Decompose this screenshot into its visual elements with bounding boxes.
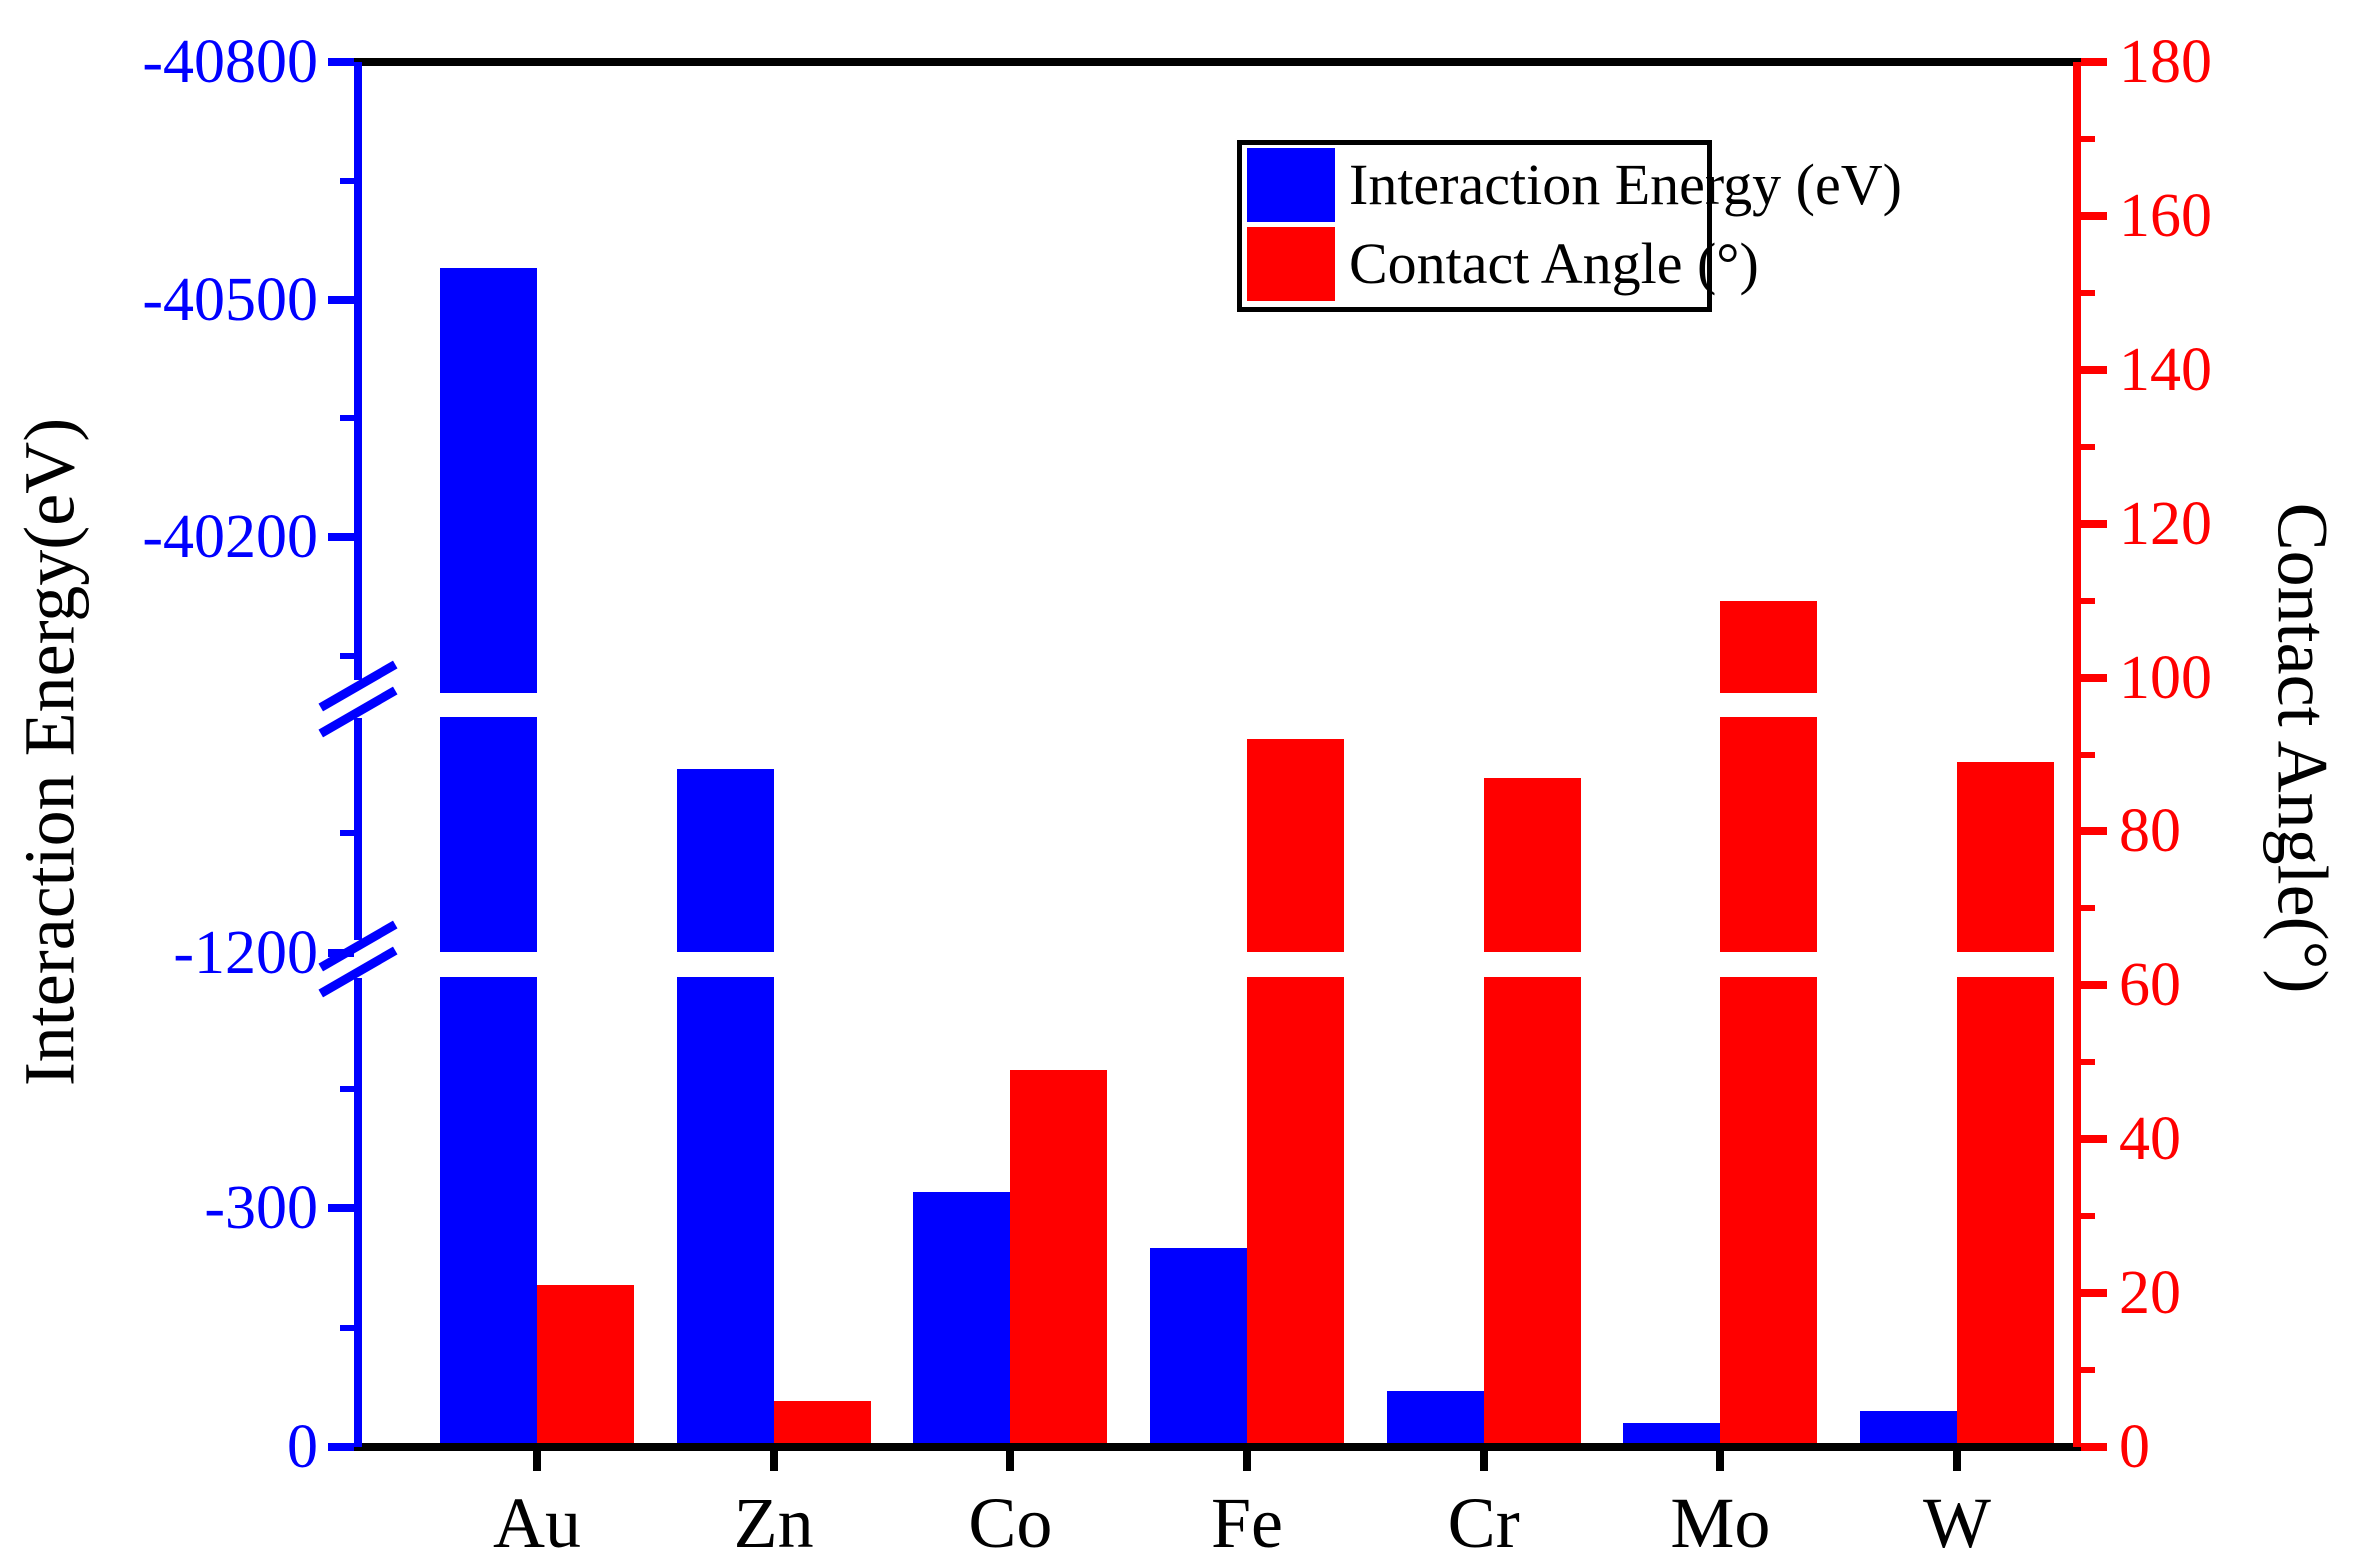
legend-item-energy: Interaction Energy (eV) bbox=[1247, 148, 1902, 222]
x-axis-label-Cr: Cr bbox=[1447, 1483, 1520, 1561]
x-axis-label-Fe: Fe bbox=[1211, 1483, 1283, 1561]
left-axis-tick-label: -40800 bbox=[142, 28, 318, 96]
left-axis-minor-tick bbox=[340, 415, 354, 422]
x-axis-label-Mo: Mo bbox=[1670, 1483, 1771, 1561]
x-axis-tick-Cr bbox=[1479, 1451, 1488, 1471]
right-axis-tick-label: 160 bbox=[2119, 181, 2212, 250]
bar-energy-W bbox=[1860, 1411, 1958, 1443]
x-axis-label-Zn: Zn bbox=[733, 1483, 814, 1561]
legend: Interaction Energy (eV) Contact Angle (°… bbox=[1237, 140, 1902, 312]
right-axis-line bbox=[2073, 62, 2081, 1447]
left-axis-line-segment bbox=[354, 718, 362, 940]
bar-angle-Mo bbox=[1720, 600, 1818, 1443]
bar-angle-Zn bbox=[773, 1400, 871, 1443]
left-axis-title: Interaction Energy(eV) bbox=[9, 417, 90, 1087]
legend-item-angle: Contact Angle (°) bbox=[1247, 227, 1759, 301]
bar-energy-Co bbox=[913, 1192, 1011, 1443]
right-axis-major-tick bbox=[2081, 211, 2107, 220]
bar-energy-Fe bbox=[1150, 1247, 1247, 1443]
left-axis-minor-tick bbox=[340, 830, 354, 836]
x-axis-tick-Co bbox=[1006, 1451, 1015, 1471]
x-axis-tick-Mo bbox=[1716, 1451, 1725, 1471]
x-axis-label-Au: Au bbox=[493, 1483, 581, 1561]
right-axis-title: Contact Angle(°) bbox=[2262, 502, 2343, 994]
left-axis-minor-tick bbox=[340, 1324, 354, 1331]
right-axis-major-tick bbox=[2081, 673, 2107, 682]
right-axis-minor-tick bbox=[2081, 751, 2095, 758]
right-axis-tick-label: 120 bbox=[2119, 489, 2212, 558]
left-axis-major-tick bbox=[328, 533, 354, 541]
left-axis-tick-label: -40200 bbox=[142, 503, 318, 571]
right-axis-tick-label: 80 bbox=[2119, 797, 2181, 866]
right-axis-minor-tick bbox=[2081, 1059, 2095, 1066]
top-axis-line bbox=[354, 58, 2081, 66]
left-axis-line-segment bbox=[354, 62, 362, 680]
right-axis-tick-label: 40 bbox=[2119, 1105, 2181, 1174]
bottom-axis-line bbox=[354, 1443, 2081, 1451]
right-axis-tick-label: 60 bbox=[2119, 951, 2181, 1020]
right-axis-minor-tick bbox=[2081, 1367, 2095, 1374]
axis-break-band bbox=[362, 952, 2073, 977]
left-axis-tick-label: 0 bbox=[287, 1413, 318, 1481]
legend-label-angle: Contact Angle (°) bbox=[1349, 231, 1759, 296]
x-axis-label-W: W bbox=[1923, 1483, 1991, 1561]
right-axis-major-tick bbox=[2081, 519, 2107, 528]
bar-angle-W bbox=[1957, 762, 2055, 1443]
right-axis-minor-tick bbox=[2081, 443, 2095, 450]
x-axis-tick-W bbox=[1953, 1451, 1962, 1471]
x-axis-tick-Zn bbox=[769, 1451, 778, 1471]
bar-energy-Au bbox=[440, 267, 537, 1443]
bar-energy-Mo bbox=[1623, 1423, 1721, 1443]
left-axis-line-segment bbox=[354, 978, 362, 1447]
bar-angle-Co bbox=[1010, 1069, 1108, 1443]
legend-label-energy: Interaction Energy (eV) bbox=[1349, 152, 1902, 217]
right-axis-major-tick bbox=[2081, 1135, 2107, 1144]
right-axis-tick-label: 100 bbox=[2119, 643, 2212, 712]
bar-angle-Cr bbox=[1483, 777, 1581, 1443]
left-axis-tick-label: -300 bbox=[204, 1174, 318, 1242]
right-axis-tick-label: 180 bbox=[2119, 28, 2212, 96]
legend-swatch-angle bbox=[1247, 227, 1335, 301]
right-axis-major-tick bbox=[2081, 58, 2107, 66]
right-axis-major-tick bbox=[2081, 1443, 2107, 1451]
right-axis-major-tick bbox=[2081, 827, 2107, 836]
left-axis-major-tick bbox=[328, 1443, 354, 1451]
axis-break-band bbox=[362, 693, 2073, 717]
right-axis-tick-label: 140 bbox=[2119, 335, 2212, 404]
left-axis-major-tick bbox=[328, 1204, 354, 1212]
left-axis-major-tick bbox=[328, 949, 354, 957]
left-axis-tick-label: -40500 bbox=[142, 265, 318, 334]
x-axis-tick-Au bbox=[533, 1451, 541, 1471]
left-axis-minor-tick bbox=[340, 1085, 354, 1092]
left-axis-major-tick bbox=[328, 295, 354, 304]
right-axis-tick-label: 20 bbox=[2119, 1259, 2181, 1328]
bar-energy-Cr bbox=[1386, 1391, 1484, 1443]
right-axis-major-tick bbox=[2081, 981, 2107, 990]
left-axis-minor-tick bbox=[340, 652, 354, 659]
legend-swatch-energy bbox=[1247, 148, 1335, 222]
right-axis-minor-tick bbox=[2081, 135, 2095, 142]
left-axis-major-tick bbox=[328, 58, 354, 66]
left-axis-minor-tick bbox=[340, 177, 354, 184]
bar-angle-Fe bbox=[1247, 739, 1344, 1443]
right-axis-minor-tick bbox=[2081, 905, 2095, 912]
x-axis-label-Co: Co bbox=[968, 1483, 1053, 1561]
bar-angle-Au bbox=[537, 1285, 634, 1443]
right-axis-minor-tick bbox=[2081, 1213, 2095, 1220]
x-axis-tick-Fe bbox=[1243, 1451, 1251, 1471]
left-axis-tick-label: -1200 bbox=[173, 919, 318, 987]
right-axis-minor-tick bbox=[2081, 289, 2095, 296]
right-axis-minor-tick bbox=[2081, 597, 2095, 604]
right-axis-major-tick bbox=[2081, 365, 2107, 374]
right-axis-major-tick bbox=[2081, 1289, 2107, 1298]
right-axis-tick-label: 0 bbox=[2119, 1413, 2150, 1481]
bar-energy-Zn bbox=[676, 769, 774, 1443]
